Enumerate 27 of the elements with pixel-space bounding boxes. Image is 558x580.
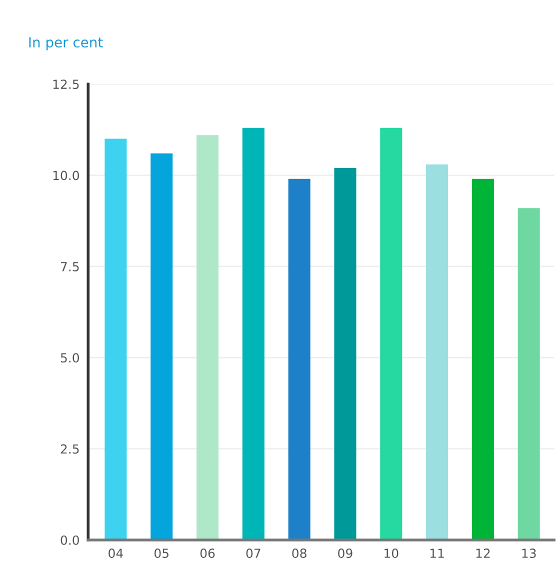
y-tick-label: 12.5 <box>53 80 79 90</box>
bar <box>104 138 127 540</box>
x-tick-label: 06 <box>200 548 215 558</box>
x-tick-label: 05 <box>154 548 168 558</box>
bar <box>380 128 402 540</box>
bar <box>242 128 264 540</box>
x-tick-label: 09 <box>338 548 352 558</box>
y-tick-label: 0.0 <box>60 535 79 545</box>
x-tick-label: 12 <box>476 548 490 558</box>
x-tick-label: 04 <box>108 548 123 558</box>
y-tick-label: 10.0 <box>53 170 79 180</box>
y-tick-label: 5.0 <box>60 353 79 363</box>
x-tick-label: 10 <box>384 548 398 558</box>
bar <box>288 178 310 540</box>
bar <box>426 164 448 540</box>
bar <box>150 153 173 540</box>
bar <box>196 135 219 540</box>
x-tick-label: 07 <box>246 548 260 558</box>
bar <box>334 168 356 540</box>
x-tick-label: 08 <box>292 548 306 558</box>
x-tick-label: 13 <box>522 548 536 558</box>
bar <box>518 208 540 540</box>
y-tick-label: 2.5 <box>60 444 79 454</box>
y-tick-label: 7.5 <box>60 262 79 272</box>
x-tick-label: 11 <box>430 548 444 558</box>
y-axis-title: In per cent <box>29 37 103 50</box>
bar <box>472 178 494 540</box>
